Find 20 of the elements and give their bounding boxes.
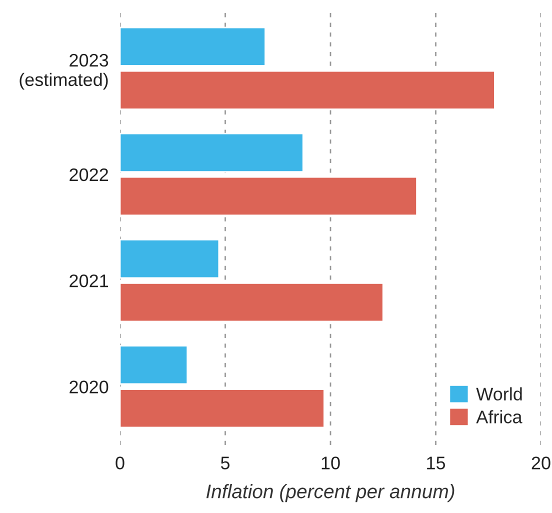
bar bbox=[120, 282, 384, 322]
x-tick-label: 10 bbox=[322, 456, 340, 470]
legend-label: World bbox=[476, 387, 522, 400]
x-axis-title: Inflation (percent per annum) bbox=[206, 484, 454, 502]
bar bbox=[120, 70, 496, 110]
bar bbox=[120, 132, 304, 172]
y-tick-label: 2023 (estimated) bbox=[20, 54, 108, 90]
x-tick-label: 5 bbox=[220, 456, 230, 470]
bar bbox=[120, 176, 418, 216]
x-tick-label: 0 bbox=[116, 456, 124, 470]
y-tick-label: 2021 bbox=[70, 274, 108, 288]
y-tick-label: 2020 bbox=[70, 380, 108, 394]
bar bbox=[120, 388, 325, 428]
bar bbox=[120, 26, 266, 66]
bar bbox=[120, 239, 220, 279]
y-tick-label: 2022 bbox=[70, 168, 108, 182]
x-tick-label: 20 bbox=[532, 456, 550, 470]
bar bbox=[120, 345, 188, 385]
legend-label: Africa bbox=[476, 410, 522, 424]
x-tick-label: 15 bbox=[427, 456, 446, 470]
